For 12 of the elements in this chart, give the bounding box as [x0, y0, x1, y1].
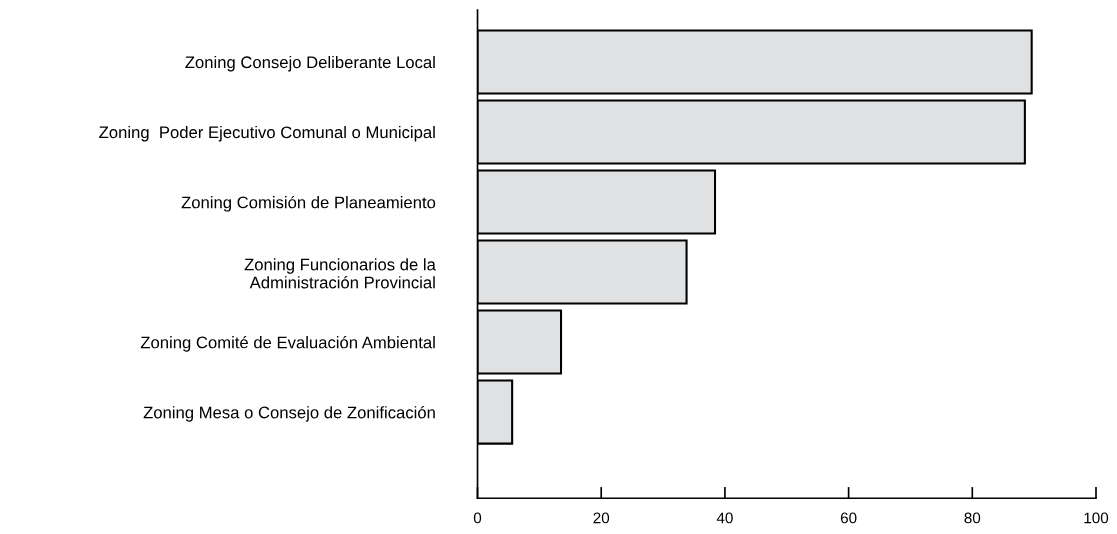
- x-tick-label: 0: [473, 512, 482, 524]
- y-tick-label: Zoning Poder Ejecutivo Comunal o Municipal: [99, 125, 435, 142]
- y-tick-label: Zoning Comité de Evaluación Ambiental: [140, 335, 435, 352]
- y-tick-label: Zoning Consejo Deliberante Local: [185, 55, 435, 72]
- x-tick-label: 100: [1084, 512, 1109, 524]
- x-tick-label: 40: [716, 512, 733, 524]
- y-tick-label: Zoning Funcionarios de la Administración Provincial: [244, 258, 436, 289]
- y-tick-label: Zoning Mesa o Consejo de Zonificación: [143, 405, 435, 422]
- x-tick-label: 20: [593, 512, 610, 524]
- x-tick-label: 60: [840, 512, 857, 524]
- y-tick-label: Zoning Comisión de Planeamiento: [181, 195, 436, 212]
- x-tick-label: 80: [964, 512, 981, 524]
